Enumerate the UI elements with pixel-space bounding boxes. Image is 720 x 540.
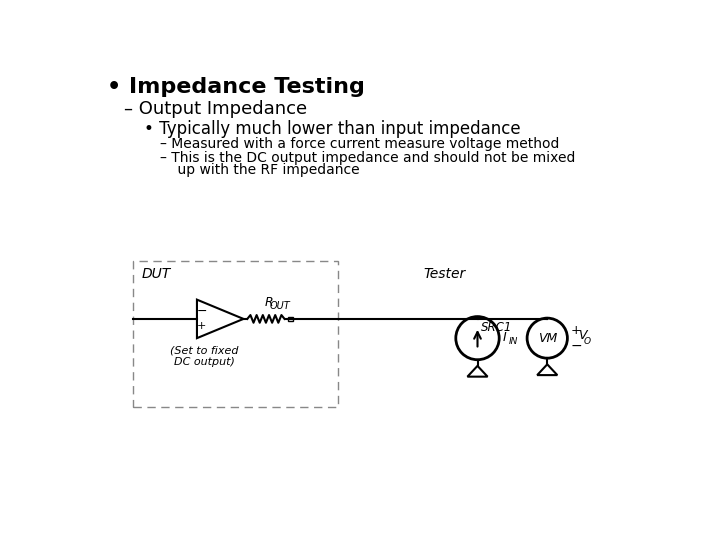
- Text: Tester: Tester: [423, 267, 466, 281]
- Text: (Set to fixed: (Set to fixed: [171, 346, 239, 356]
- Text: −: −: [197, 305, 207, 318]
- Text: DUT: DUT: [142, 267, 171, 281]
- Text: – Measured with a force current measure voltage method: – Measured with a force current measure …: [160, 137, 559, 151]
- Text: −: −: [570, 339, 582, 353]
- Bar: [289, 316, 293, 321]
- Text: • Typically much lower than input impedance: • Typically much lower than input impeda…: [144, 120, 521, 138]
- Text: – This is the DC output impedance and should not be mixed: – This is the DC output impedance and sh…: [160, 151, 575, 165]
- Text: I: I: [503, 331, 506, 344]
- Text: • Impedance Testing: • Impedance Testing: [107, 77, 365, 97]
- Text: V: V: [578, 329, 587, 342]
- Text: VM: VM: [538, 332, 557, 345]
- Text: up with the RF impedance: up with the RF impedance: [160, 164, 359, 177]
- Text: +: +: [570, 324, 581, 337]
- Text: OUT: OUT: [270, 301, 291, 311]
- Text: SRC1: SRC1: [482, 321, 513, 334]
- Text: DC output): DC output): [174, 356, 235, 367]
- Text: IN: IN: [508, 338, 518, 347]
- Text: +: +: [197, 321, 207, 331]
- Text: R: R: [264, 296, 273, 309]
- Text: – Output Impedance: – Output Impedance: [124, 100, 307, 118]
- Text: O: O: [584, 337, 591, 346]
